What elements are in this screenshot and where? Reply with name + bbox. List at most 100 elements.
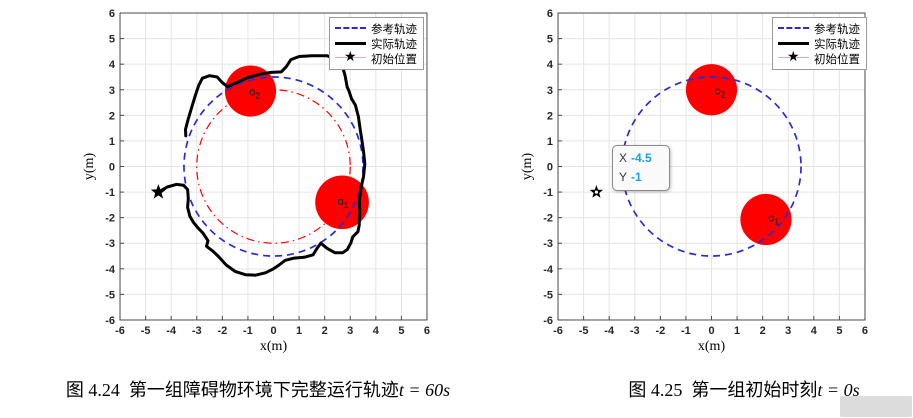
datatip-y-label: Y — [619, 170, 628, 184]
legend-item-initial[interactable]: ★ 初始位置 — [778, 48, 860, 66]
svg-text:-3: -3 — [105, 238, 115, 250]
legend-label-initial: 初始位置 — [814, 53, 860, 66]
caption-right: 图 4.25 第一组初始时刻t = 0s — [575, 376, 913, 402]
svg-text:-3: -3 — [543, 238, 553, 250]
figure-4-25: o2 o1 -6 -5 -4 -3 -2 -1 0 1 2 3 4 5 6 -6 -5 -4 -3 -2 -1 0 1 2 3 4… — [456, 0, 913, 418]
svg-text:-5: -5 — [543, 289, 553, 301]
svg-text:-1: -1 — [543, 187, 553, 199]
svg-text:5: 5 — [398, 325, 404, 337]
legend-sample-reference-line-icon — [778, 22, 809, 35]
svg-text:-2: -2 — [655, 325, 665, 337]
svg-text:5: 5 — [547, 34, 553, 46]
caption-right-text: 第一组初始时刻 — [691, 380, 818, 400]
svg-text:-4: -4 — [543, 264, 554, 276]
svg-text:-4: -4 — [604, 325, 615, 337]
obstacle-label-o1: o1 — [337, 196, 348, 210]
legend-sample-actual-line-icon — [335, 37, 366, 50]
svg-text:3: 3 — [347, 325, 353, 337]
svg-text:-6: -6 — [553, 325, 563, 337]
svg-text:0: 0 — [270, 325, 276, 337]
plot-canvas-right: o2 o1 -6 -5 -4 -3 -2 -1 0 1 2 3 4 5 6 -6 -5 -4 -3 -2 -1 0 1 2 3 4… — [520, 8, 868, 354]
caption-left-number: 图 4.24 — [65, 380, 120, 400]
svg-text:-2: -2 — [217, 325, 227, 337]
legend-sample-reference-line-icon — [335, 22, 366, 35]
caption-right-math: t = 0s — [817, 380, 860, 400]
svg-text:6: 6 — [109, 8, 115, 20]
svg-text:-6: -6 — [115, 325, 125, 337]
svg-text:-1: -1 — [105, 187, 115, 199]
legend-item-reference[interactable]: 参考轨迹 — [778, 21, 860, 36]
svg-text:2: 2 — [109, 110, 115, 122]
datatip-x-row: X -4.5 — [619, 149, 663, 168]
legend-label-initial: 初始位置 — [371, 53, 417, 66]
svg-text:2: 2 — [760, 325, 766, 337]
svg-text:-5: -5 — [579, 325, 589, 337]
svg-text:4: 4 — [811, 325, 818, 337]
svg-text:3: 3 — [785, 325, 791, 337]
svg-text:0: 0 — [547, 162, 553, 174]
svg-text:-6: -6 — [105, 315, 115, 327]
svg-text:6: 6 — [547, 8, 553, 20]
x-axis-label: x(m) — [260, 339, 288, 354]
svg-text:2: 2 — [547, 110, 553, 122]
legend-sample-initial-star-icon: ★ — [778, 48, 809, 65]
datatip-y-row: Y -1 — [619, 168, 663, 187]
legend-item-actual[interactable]: 实际轨迹 — [335, 36, 417, 51]
svg-text:1: 1 — [296, 325, 302, 337]
svg-text:3: 3 — [109, 85, 115, 97]
tick-labels: -6 -5 -4 -3 -2 -1 0 1 2 3 4 5 6 -6 -5 -4 -3 -2 -1 0 1 2 3 4 5 6 — [105, 8, 430, 337]
legend-sample-initial-star-icon: ★ — [335, 48, 366, 65]
legend-label-actual: 实际轨迹 — [371, 38, 417, 51]
datatip[interactable]: X -4.5 Y -1 — [612, 145, 670, 191]
x-axis-label: x(m) — [698, 339, 726, 354]
svg-text:6: 6 — [862, 325, 868, 337]
obstacle-label-o2: o2 — [715, 85, 726, 99]
caption-right-number: 图 4.25 — [628, 380, 683, 400]
caption-left-text: 第一组障碍物环境下完整运行轨迹 — [128, 380, 399, 400]
svg-text:1: 1 — [734, 325, 740, 337]
obstacle-label-o2: o2 — [249, 86, 260, 100]
datatip-point-dot — [594, 190, 598, 194]
svg-text:-3: -3 — [630, 325, 640, 337]
svg-text:-2: -2 — [543, 213, 553, 225]
star-icon: ★ — [344, 48, 357, 64]
svg-text:4: 4 — [109, 59, 116, 71]
legend-left: 参考轨迹实际轨迹 ★ 初始位置 — [329, 17, 424, 70]
star-icon: ★ — [787, 48, 800, 64]
y-axis-label: y(m) — [520, 153, 535, 181]
legend-item-reference[interactable]: 参考轨迹 — [335, 21, 417, 36]
initial-position-star — [150, 184, 166, 199]
svg-text:0: 0 — [708, 325, 714, 337]
caption-left-math: t = 60s — [398, 380, 451, 400]
legend-label-reference: 参考轨迹 — [814, 23, 860, 36]
datatip-y-value: -1 — [631, 170, 642, 184]
legend-item-actual[interactable]: 实际轨迹 — [778, 36, 860, 51]
svg-text:5: 5 — [836, 325, 842, 337]
svg-text:-1: -1 — [243, 325, 253, 337]
svg-text:3: 3 — [547, 85, 553, 97]
svg-text:2: 2 — [322, 325, 328, 337]
svg-text:-1: -1 — [681, 325, 691, 337]
svg-text:-5: -5 — [105, 289, 115, 301]
svg-text:-3: -3 — [192, 325, 202, 337]
legend-label-actual: 实际轨迹 — [814, 38, 860, 51]
svg-text:1: 1 — [547, 136, 553, 148]
figure-4-24: o2 o1 -6 -5 -4 -3 -2 -1 0 1 2 3 4 5 6 -6 -5 -4 -3 -2 -1 0 1 2 3 4… — [0, 0, 456, 418]
svg-text:-6: -6 — [543, 315, 553, 327]
caption-left: 图 4.24 第一组障碍物环境下完整运行轨迹t = 60s — [60, 376, 456, 402]
svg-text:-2: -2 — [105, 213, 115, 225]
actual-trajectory-path — [156, 54, 367, 277]
datatip-x-value: -4.5 — [631, 151, 652, 165]
obstacle-o2 — [685, 64, 738, 116]
svg-text:0: 0 — [109, 162, 115, 174]
obstacle-label-o1: o1 — [768, 212, 779, 226]
legend-item-initial[interactable]: ★ 初始位置 — [335, 48, 417, 66]
tick-labels: -6 -5 -4 -3 -2 -1 0 1 2 3 4 5 6 -6 -5 -4 -3 -2 -1 0 1 2 3 4 5 6 — [543, 8, 868, 337]
svg-text:-4: -4 — [105, 264, 116, 276]
svg-text:6: 6 — [424, 325, 430, 337]
svg-text:1: 1 — [109, 136, 115, 148]
legend-label-reference: 参考轨迹 — [371, 23, 417, 36]
legend-right: 参考轨迹实际轨迹 ★ 初始位置 — [772, 17, 867, 70]
svg-text:-4: -4 — [166, 325, 177, 337]
